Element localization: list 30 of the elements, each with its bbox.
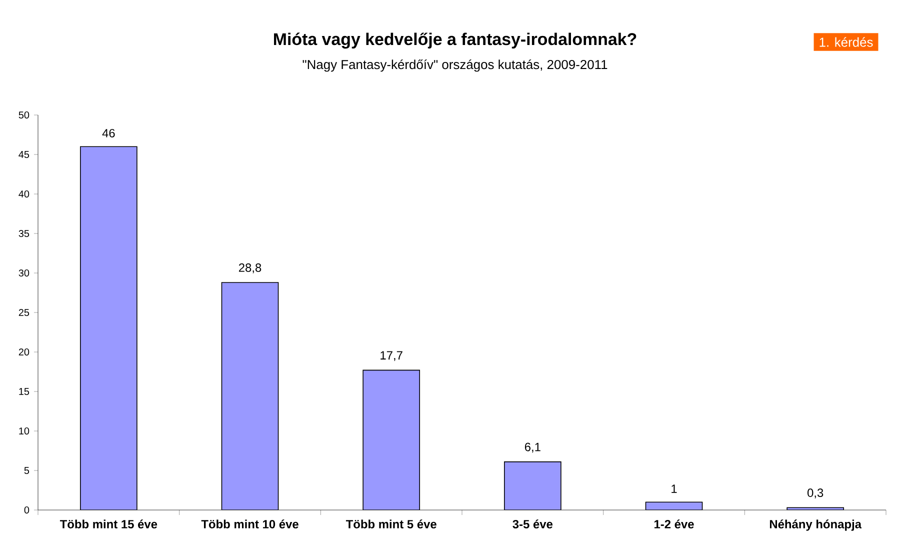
data-label: 6,1: [524, 442, 540, 453]
y-tick-label: 30: [18, 269, 30, 277]
data-label: 46: [102, 128, 115, 138]
y-tick-label: 15: [19, 388, 30, 395]
x-tick-label: Több mint 10 éve: [201, 520, 298, 528]
data-label: 0,3: [808, 488, 824, 498]
y-tick-label: 35: [18, 230, 30, 238]
y-tick-label: 50: [18, 111, 30, 119]
bar: [362, 370, 420, 510]
x-tick-label: Néhány hónapja: [770, 520, 862, 531]
x-tick-label: Több mint 15 éve: [60, 520, 158, 528]
y-tick-label: 45: [18, 151, 30, 158]
bar: [504, 461, 562, 510]
data-label: 17,7: [380, 351, 402, 361]
y-tick-label: 0: [24, 506, 30, 514]
chart-title: Mióta vagy kedvelője a fantasy-irodalomnak?: [274, 32, 636, 49]
y-tick-label: 25: [18, 308, 30, 316]
y-tick-label: 20: [18, 348, 30, 356]
y-tick-label: 10: [19, 427, 30, 435]
data-label: 1: [672, 484, 677, 493]
x-tick-label: 1-2 éve: [654, 520, 694, 528]
x-tick-label: 3-5 éve: [512, 520, 553, 528]
y-tick-label: 40: [18, 190, 30, 198]
bar: [221, 282, 279, 510]
data-label: 28,8: [238, 263, 262, 274]
x-tick-label: Több mint 5 éve: [346, 520, 436, 528]
y-tick-label: 5: [24, 467, 30, 474]
text: 1. kérdés: [820, 37, 873, 47]
bar: [80, 146, 138, 510]
chart-subtitle: "Nagy Fantasy-kérdőív" országos kutatás, 2009-2011: [302, 59, 608, 72]
